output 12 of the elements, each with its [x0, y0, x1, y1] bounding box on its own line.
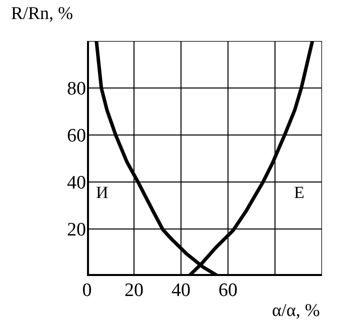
y-tick-label: 60 [67, 126, 86, 147]
y-tick-label: 80 [67, 78, 86, 100]
x-tick-label: 0 [82, 280, 92, 301]
series-label: Е [294, 183, 304, 202]
x-tick-label: 20 [124, 280, 144, 301]
y-tick-label: 20 [67, 220, 86, 241]
x-tick-label: 40 [172, 280, 190, 301]
x-tick-label: 60 [218, 280, 238, 301]
x-axis-title: α/α, % [272, 300, 320, 320]
y-tick-label: 40 [67, 172, 86, 194]
y-axis-title: R/Rn, % [11, 3, 74, 23]
series-label: И [96, 183, 108, 202]
